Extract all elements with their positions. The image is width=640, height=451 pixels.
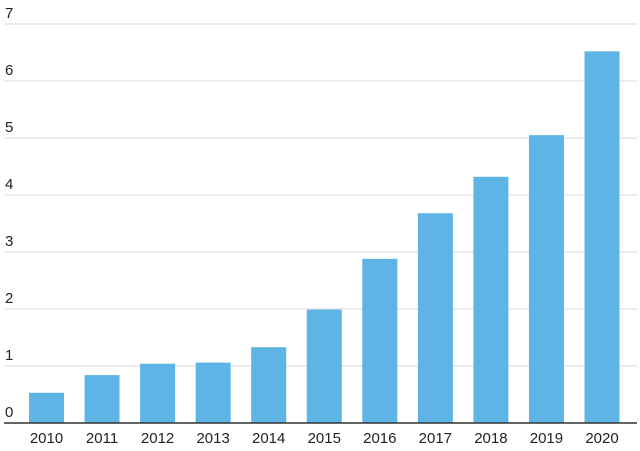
y-tick-label: 7: [5, 5, 13, 22]
bar-2012: [140, 363, 176, 423]
x-tick-label: 2014: [252, 430, 285, 447]
bar-2011: [84, 375, 120, 423]
y-tick-label: 1: [5, 347, 13, 364]
bar-2018: [473, 176, 509, 423]
x-tick-label: 2012: [141, 430, 174, 447]
y-tick-label: 0: [5, 404, 13, 421]
y-axis-ticks: 0 1 2 3 4 5 6 7: [5, 5, 13, 421]
x-tick-label: 2011: [86, 430, 118, 447]
bar-2013: [195, 362, 231, 423]
bar-2017: [417, 213, 453, 423]
y-tick-label: 2: [5, 290, 13, 307]
x-tick-label: 2019: [530, 430, 563, 447]
bar-2010: [29, 392, 64, 423]
y-tick-label: 3: [5, 233, 13, 250]
bar-2020: [584, 51, 620, 424]
x-tick-label: 2015: [308, 430, 341, 447]
y-tick-label: 4: [5, 176, 13, 193]
x-tick-label: 2018: [474, 430, 507, 447]
bar-2015: [306, 309, 342, 423]
bar-2014: [251, 347, 287, 423]
x-tick-label: 2017: [419, 430, 452, 447]
x-tick-label: 2013: [196, 430, 229, 447]
bar-2016: [362, 258, 398, 423]
x-tick-label: 2016: [363, 430, 396, 447]
y-tick-label: 6: [5, 62, 13, 79]
y-tick-label: 5: [5, 119, 13, 136]
gridlines: [4, 23, 637, 367]
x-tick-label: 2020: [585, 430, 618, 447]
x-tick-label: 2010: [30, 430, 63, 447]
bar-2019: [528, 135, 564, 423]
bars: [29, 51, 620, 424]
x-axis-ticks: 2010 2011 2012 2013 2014 2015 2016 2017 2018 2019…: [30, 430, 619, 447]
